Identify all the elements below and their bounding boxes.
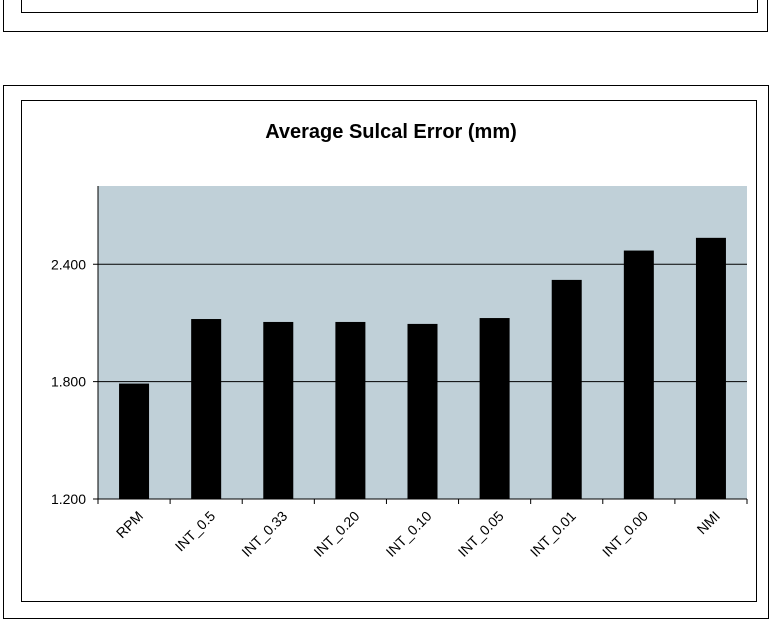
previous-chart-outer-frame <box>3 0 768 32</box>
bar-INT_0.33 <box>263 321 294 499</box>
bar-INT_0.05 <box>479 318 510 499</box>
bar-INT_0.10 <box>407 323 438 499</box>
chart-inner-frame <box>21 100 757 602</box>
x-tick-label: INT_0.20 <box>310 508 362 560</box>
bar-INT_0.01 <box>551 279 582 499</box>
bar-NMI <box>695 237 726 499</box>
previous-chart-inner-frame <box>21 0 758 13</box>
bar-INT_0.5 <box>191 319 222 499</box>
bar-INT_0.20 <box>335 321 366 499</box>
y-tick-label: 2.400 <box>51 256 86 272</box>
x-tick-label: INT_0.5 <box>172 508 219 555</box>
y-tick-label: 1.800 <box>51 374 86 390</box>
x-tick-label: INT_0.00 <box>599 508 651 560</box>
chart-title: Average Sulcal Error (mm) <box>265 121 517 143</box>
x-tick-label: NMI <box>694 508 723 537</box>
x-tick-label: RPM <box>113 508 146 541</box>
x-tick-label: INT_0.10 <box>383 508 435 560</box>
x-tick-label: INT_0.05 <box>455 508 507 560</box>
bar-INT_0.00 <box>623 250 654 499</box>
chart-outer-frame <box>3 85 769 619</box>
x-tick-label: INT_0.33 <box>238 508 290 560</box>
x-tick-label: INT_0.01 <box>527 508 579 560</box>
y-tick-label: 1.200 <box>51 491 86 507</box>
bar-RPM <box>119 383 150 499</box>
